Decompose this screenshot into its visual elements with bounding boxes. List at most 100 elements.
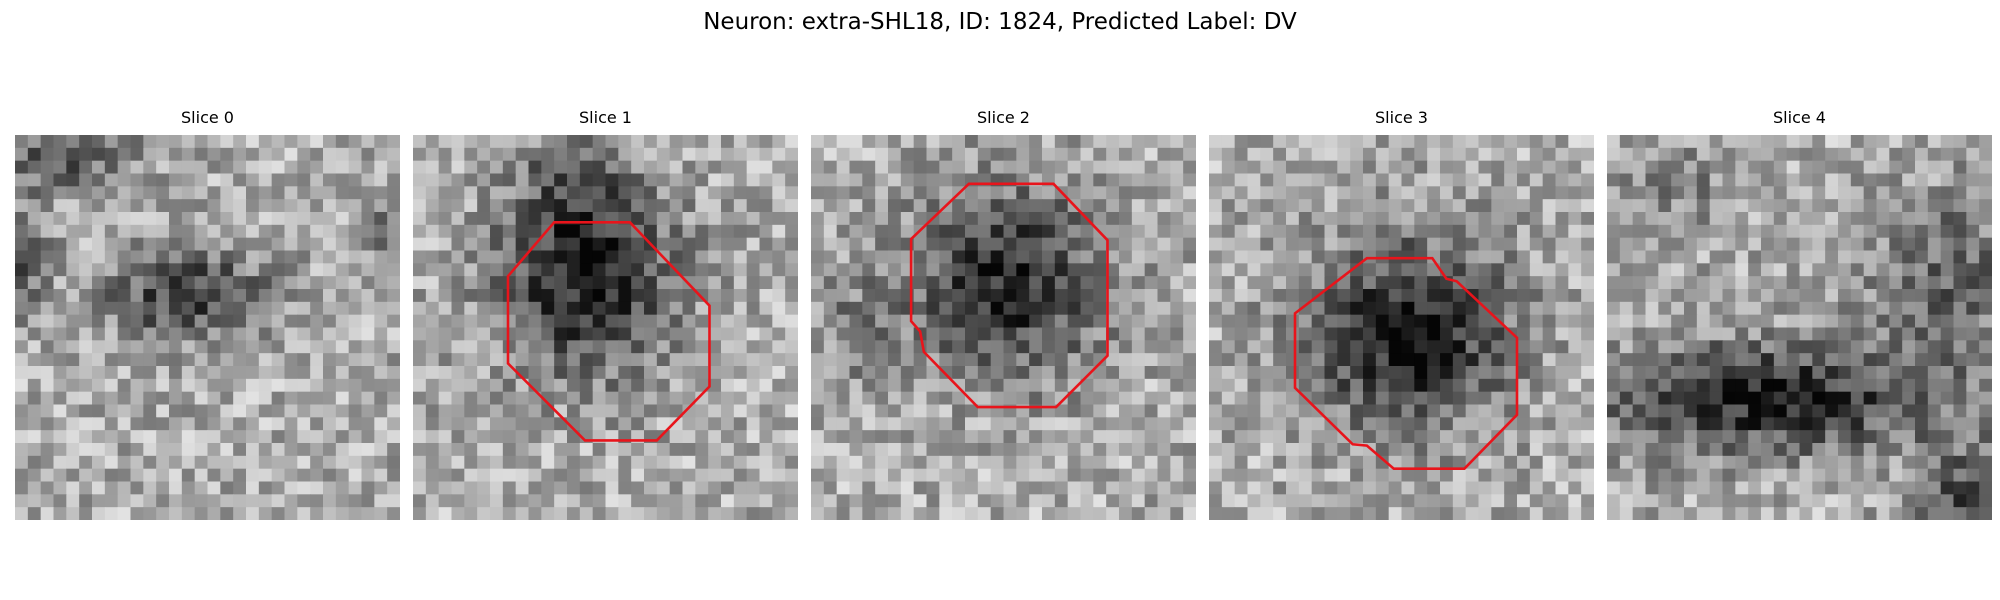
pixel <box>862 455 876 470</box>
pixel <box>1491 430 1505 444</box>
pixel <box>425 250 440 264</box>
pixel <box>1401 289 1415 303</box>
pixel <box>1286 237 1300 252</box>
pixel <box>1260 443 1274 457</box>
pixel <box>605 468 619 483</box>
pixel <box>631 289 645 303</box>
pixel <box>1581 263 1594 277</box>
pixel <box>1889 366 1903 380</box>
pixel <box>156 160 170 175</box>
pixel <box>220 366 234 380</box>
pixel <box>823 468 838 483</box>
pixel <box>1632 186 1647 200</box>
pixel <box>1555 417 1569 431</box>
pixel <box>1773 468 1788 483</box>
pixel <box>1260 507 1274 520</box>
pixel <box>438 212 453 226</box>
pixel <box>1825 250 1839 264</box>
pixel <box>207 250 221 264</box>
pixel <box>1427 224 1441 239</box>
pixel <box>1029 327 1043 341</box>
pixel <box>1427 212 1441 226</box>
pixel <box>759 353 773 367</box>
pixel <box>1863 186 1878 200</box>
pixel <box>1350 455 1364 470</box>
pixel <box>952 250 966 264</box>
pixel <box>1016 250 1030 264</box>
pixel <box>53 301 67 316</box>
pixel <box>1170 212 1184 226</box>
pixel <box>1234 186 1249 200</box>
pixel <box>271 237 286 252</box>
pixel <box>631 276 645 290</box>
pixel <box>1850 468 1865 483</box>
pixel <box>1119 173 1133 187</box>
pixel <box>1465 417 1480 431</box>
pixel <box>1529 135 1544 149</box>
pixel <box>297 353 311 367</box>
pixel <box>1696 443 1711 457</box>
pixel <box>1440 507 1454 520</box>
pixel <box>1555 340 1569 354</box>
pixel <box>387 378 400 393</box>
pixel <box>862 430 876 444</box>
pixel <box>746 417 761 431</box>
pixel <box>579 250 594 264</box>
pixel <box>1568 289 1582 303</box>
pixel <box>1427 237 1441 252</box>
pixel <box>952 327 966 341</box>
pixel <box>733 301 748 316</box>
pixel <box>1773 430 1788 444</box>
pixel <box>1337 391 1351 406</box>
pixel <box>1119 263 1133 277</box>
pixel <box>977 455 992 470</box>
pixel <box>618 340 632 354</box>
pixel <box>246 378 260 393</box>
pixel <box>1979 468 1992 483</box>
pixel <box>1042 455 1056 470</box>
pixel <box>1722 417 1736 431</box>
pixel <box>1966 353 1980 367</box>
pixel <box>1619 340 1634 354</box>
pixel <box>1016 314 1030 329</box>
pixel <box>1298 494 1313 508</box>
pixel <box>1568 430 1582 444</box>
pixel <box>53 430 67 444</box>
pixel <box>207 160 221 175</box>
pixel <box>181 237 196 252</box>
pixel <box>1812 186 1826 200</box>
pixel <box>1286 417 1300 431</box>
pixel <box>169 314 183 329</box>
pixel <box>66 237 80 252</box>
pixel <box>438 494 453 508</box>
pixel <box>451 147 465 162</box>
pixel <box>284 224 298 239</box>
pixel <box>1131 481 1146 495</box>
pixel <box>579 135 594 149</box>
pixel <box>554 135 568 149</box>
pixel <box>374 404 388 418</box>
pixel <box>849 199 863 213</box>
pixel <box>785 417 798 431</box>
pixel <box>1427 327 1441 341</box>
pixel <box>1298 135 1313 149</box>
pixel <box>965 289 979 303</box>
pixel <box>1786 455 1801 470</box>
pixel <box>1799 199 1813 213</box>
pixel <box>656 327 671 341</box>
pixel <box>1812 404 1826 418</box>
pixel <box>207 301 221 316</box>
pixel <box>669 494 684 508</box>
pixel <box>1093 507 1107 520</box>
pixel <box>528 327 542 341</box>
pixel <box>1709 468 1724 483</box>
pixel <box>1889 276 1903 290</box>
pixel <box>785 455 798 470</box>
pixel <box>220 276 234 290</box>
pixel <box>490 224 504 239</box>
pixel <box>1183 301 1196 316</box>
pixel <box>335 391 350 406</box>
pixel <box>1889 186 1903 200</box>
pixel <box>875 340 889 354</box>
pixel <box>1388 224 1403 239</box>
